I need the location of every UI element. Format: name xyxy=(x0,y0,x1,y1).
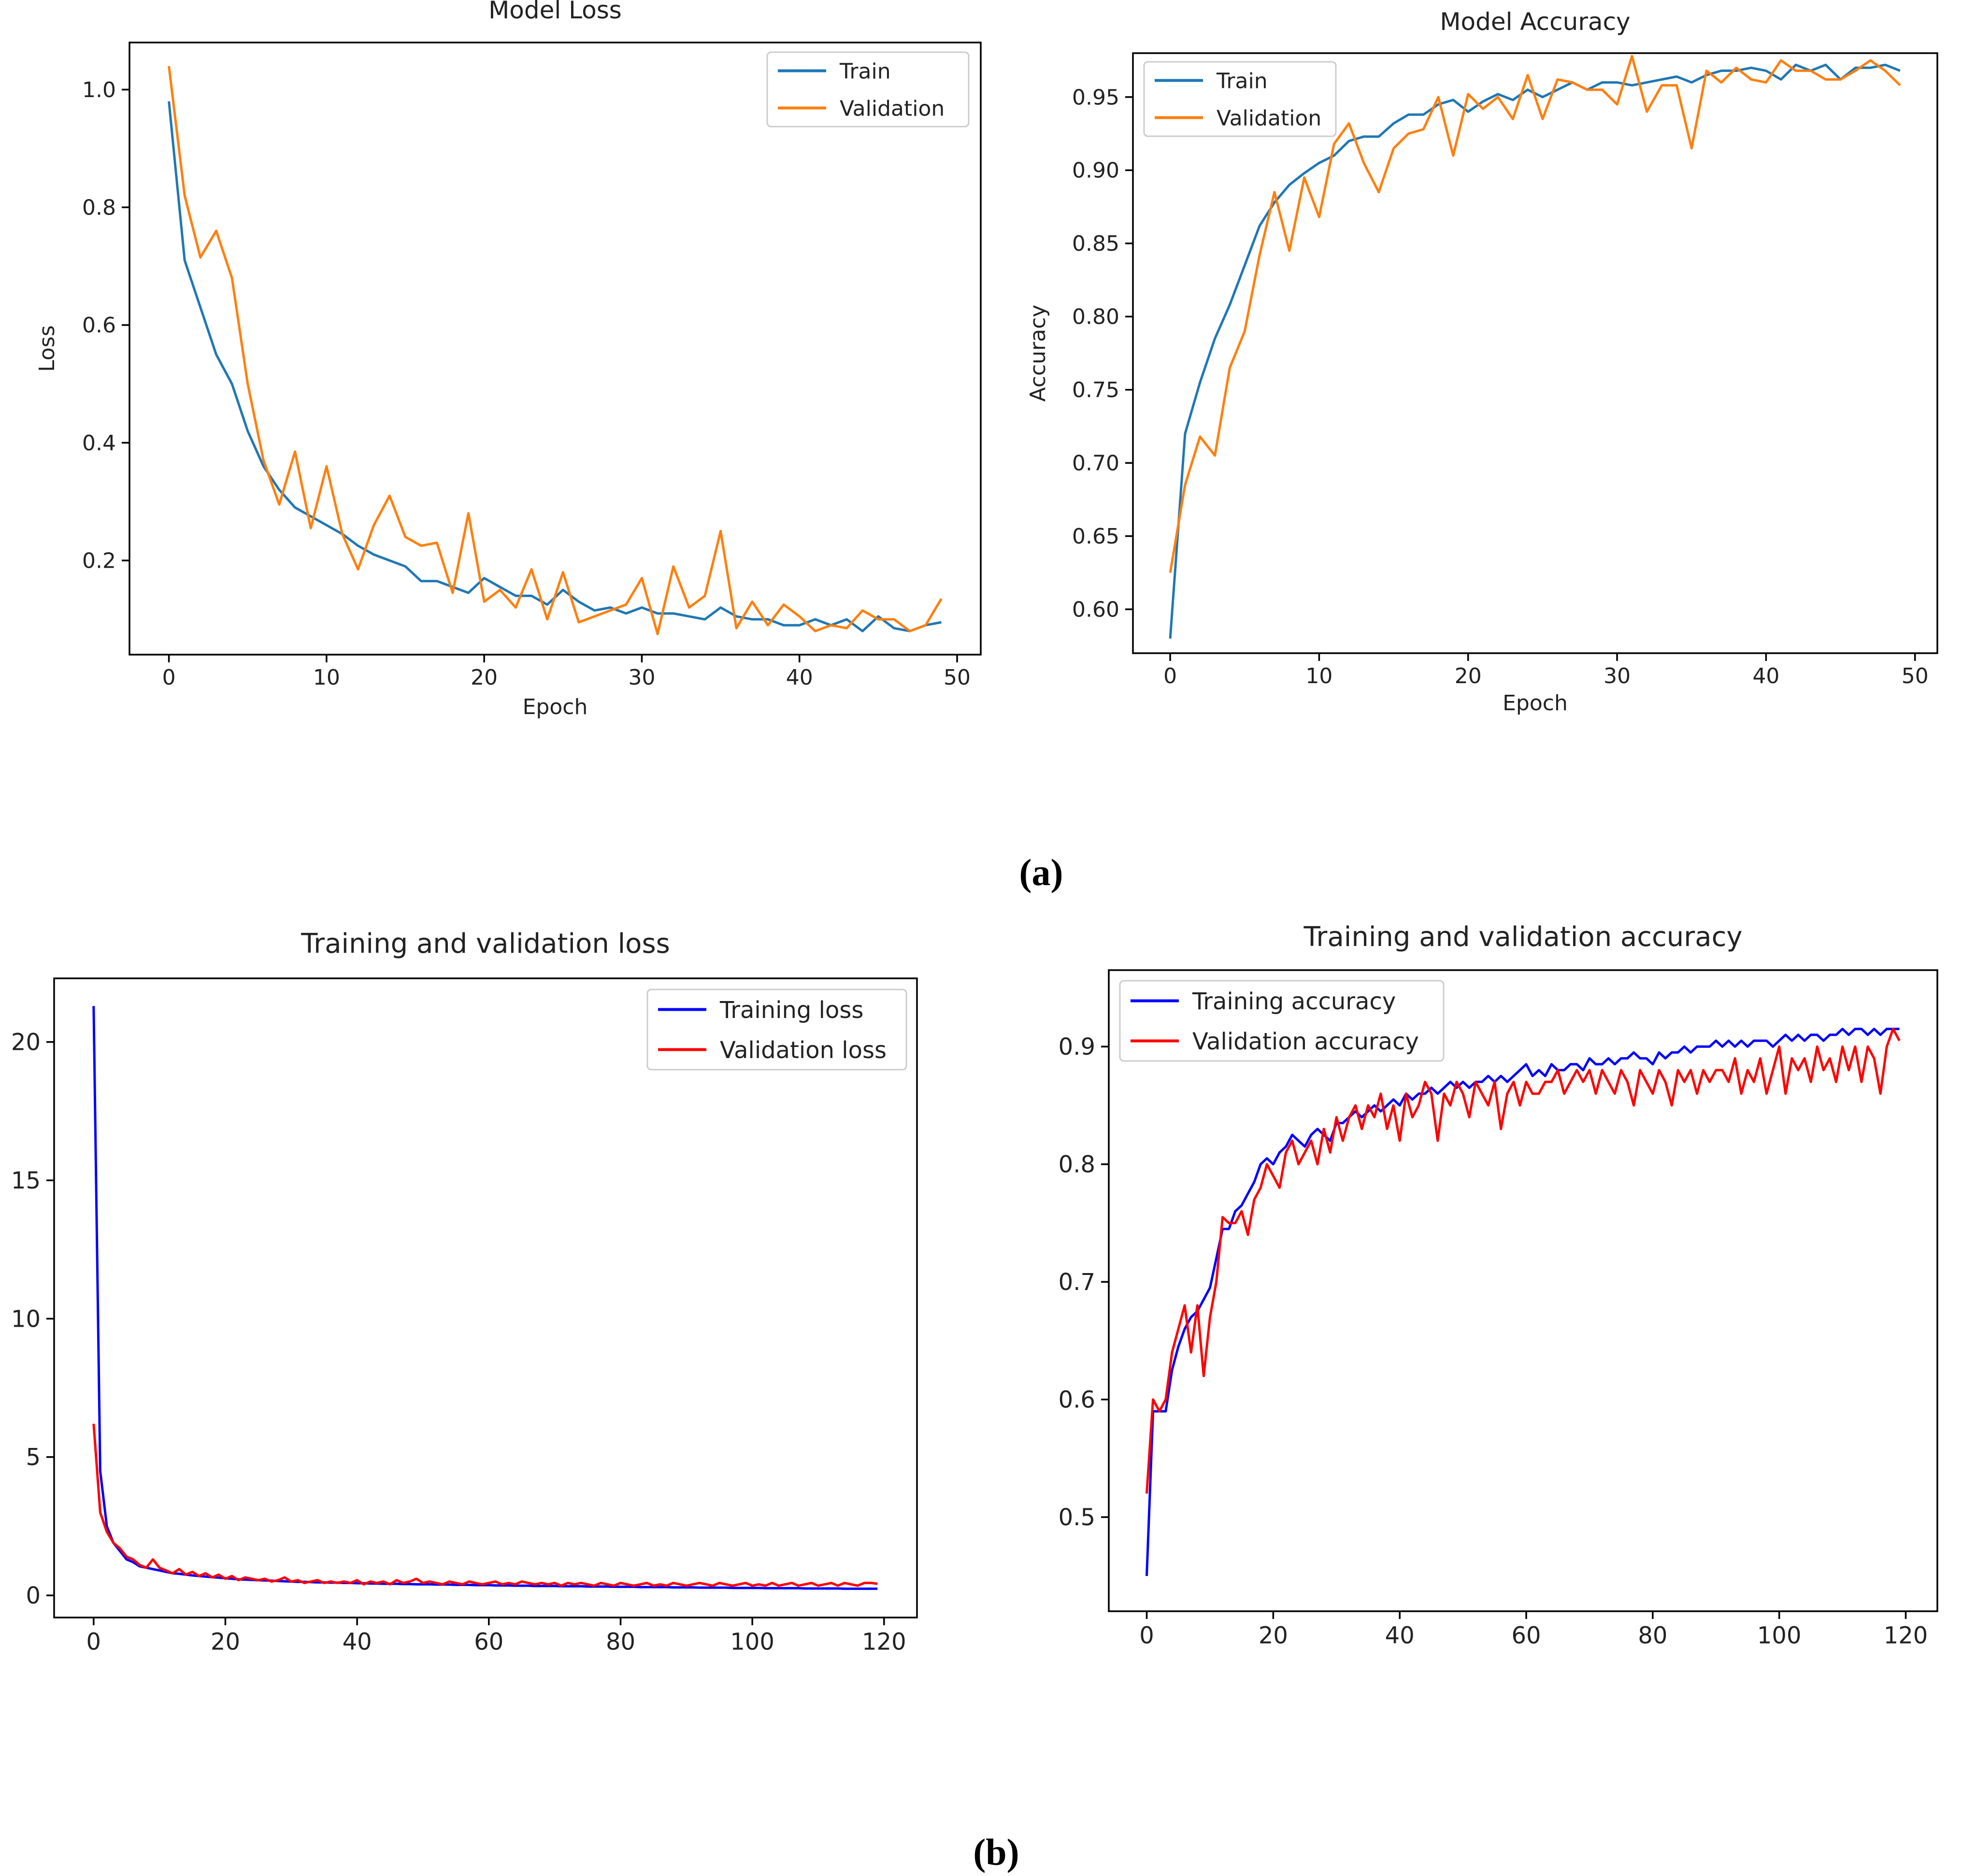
x-tick-label: 40 xyxy=(1752,664,1779,688)
series-line-validation-loss xyxy=(92,1423,878,1587)
x-tick-label: 10 xyxy=(313,665,340,690)
axes-frame xyxy=(1132,52,1938,654)
y-tick-label: 0.8 xyxy=(82,196,116,220)
x-axis-label: Epoch xyxy=(523,695,588,719)
chart-b-acc: 0 20 40 60 80 100 120 0.5 0.6 0.7 0.8 0.9 Training a… xyxy=(1059,921,1938,1649)
y-tick-label: 0.8 xyxy=(1059,1151,1095,1178)
series-line-validation xyxy=(168,66,943,635)
series-line-training-accuracy xyxy=(1146,1028,1900,1576)
y-tick-label: 15 xyxy=(11,1167,41,1194)
y-tick-label: 0.6 xyxy=(82,313,116,338)
chart-title: Training and validation loss xyxy=(301,928,670,959)
y-tick-label: 0.90 xyxy=(1072,158,1119,183)
y-tick-label: 0.80 xyxy=(1072,305,1119,329)
legend-label-train: Train xyxy=(839,59,891,84)
y-axis-label: Accuracy xyxy=(1026,305,1050,402)
y-tick-label: 10 xyxy=(11,1305,41,1332)
x-tick-label: 20 xyxy=(1455,664,1482,688)
y-tick-label: 0.70 xyxy=(1072,451,1119,476)
x-tick-label: 100 xyxy=(1757,1622,1802,1649)
y-tick-label: 0.7 xyxy=(1059,1269,1095,1296)
x-tick-label: 10 xyxy=(1305,664,1332,688)
x-tick-label: 0 xyxy=(162,665,176,690)
chart-a-loss: 0 10 20 30 40 50 0.2 0.4 0.6 0.8 1.0 Model Loss Epoc… xyxy=(35,0,982,719)
y-tick-label: 0.5 xyxy=(1059,1504,1095,1531)
x-tick-label: 80 xyxy=(606,1628,635,1655)
x-tick-label: 40 xyxy=(786,665,813,690)
x-tick-label: 20 xyxy=(471,665,498,690)
y-tick-label: 0 xyxy=(26,1582,41,1609)
axes-frame xyxy=(129,42,982,656)
x-tick-label: 30 xyxy=(628,665,655,690)
caption-a: (a) xyxy=(1019,851,1063,893)
series-line-validation xyxy=(1169,55,1901,573)
x-tick-label: 120 xyxy=(1884,1622,1928,1649)
x-tick-label: 100 xyxy=(730,1628,774,1655)
legend-label-validation-loss: Validation loss xyxy=(720,1037,887,1064)
x-tick-label: 0 xyxy=(86,1628,101,1655)
legend-label-training-accuracy: Training accuracy xyxy=(1192,988,1396,1015)
y-tick-label: 0.85 xyxy=(1072,231,1119,256)
chart-title: Training and validation accuracy xyxy=(1303,921,1742,953)
x-tick-label: 0 xyxy=(1163,664,1177,688)
chart-a-acc: 0 10 20 30 40 50 0.60 0.65 0.70 0.75 0.80 0.85 0.90 0… xyxy=(1026,8,1938,716)
x-tick-label: 120 xyxy=(862,1628,906,1655)
y-tick-label: 0.9 xyxy=(1059,1033,1095,1060)
x-tick-label: 50 xyxy=(944,665,971,690)
legend-label-train: Train xyxy=(1216,69,1268,93)
y-tick-label: 0.95 xyxy=(1072,85,1119,110)
chart-b-loss: 0 20 40 60 80 100 120 0 5 10 15 20 Training and vali… xyxy=(11,928,918,1655)
legend-box xyxy=(1119,980,1445,1062)
y-tick-label: 0.60 xyxy=(1072,598,1119,622)
y-tick-label: 0.6 xyxy=(1059,1387,1095,1414)
y-tick-label: 0.65 xyxy=(1072,524,1119,549)
y-tick-label: 0.4 xyxy=(82,431,116,456)
y-tick-label: 0.75 xyxy=(1072,378,1119,402)
chart-title: Model Loss xyxy=(488,0,622,24)
x-tick-label: 40 xyxy=(343,1628,372,1655)
x-tick-label: 80 xyxy=(1638,1622,1667,1649)
legend-box xyxy=(646,988,907,1071)
legend-label-training-loss: Training loss xyxy=(719,997,863,1024)
y-tick-label: 1.0 xyxy=(82,78,116,102)
legend-label-validation: Validation xyxy=(840,96,945,121)
x-tick-label: 0 xyxy=(1139,1622,1154,1649)
caption-b: (b) xyxy=(973,1831,1019,1873)
x-tick-label: 40 xyxy=(1385,1622,1415,1649)
legend-label-validation-accuracy: Validation accuracy xyxy=(1192,1028,1419,1055)
axes-frame xyxy=(1108,969,1938,1612)
y-tick-label: 5 xyxy=(26,1444,41,1471)
x-axis-label: Epoch xyxy=(1503,691,1568,716)
chart-title: Model Accuracy xyxy=(1440,8,1630,36)
series-line-validation-accuracy xyxy=(1146,1028,1901,1494)
x-tick-label: 20 xyxy=(211,1628,240,1655)
x-tick-label: 20 xyxy=(1259,1622,1288,1649)
x-tick-label: 60 xyxy=(1512,1622,1541,1649)
y-tick-label: 0.2 xyxy=(82,548,116,573)
axes-frame xyxy=(53,977,918,1618)
y-tick-label: 20 xyxy=(11,1029,41,1056)
y-axis-label: Loss xyxy=(35,325,59,372)
x-tick-label: 30 xyxy=(1604,664,1631,688)
legend-label-validation: Validation xyxy=(1217,106,1321,130)
x-tick-label: 50 xyxy=(1902,664,1929,688)
x-tick-label: 60 xyxy=(474,1628,503,1655)
